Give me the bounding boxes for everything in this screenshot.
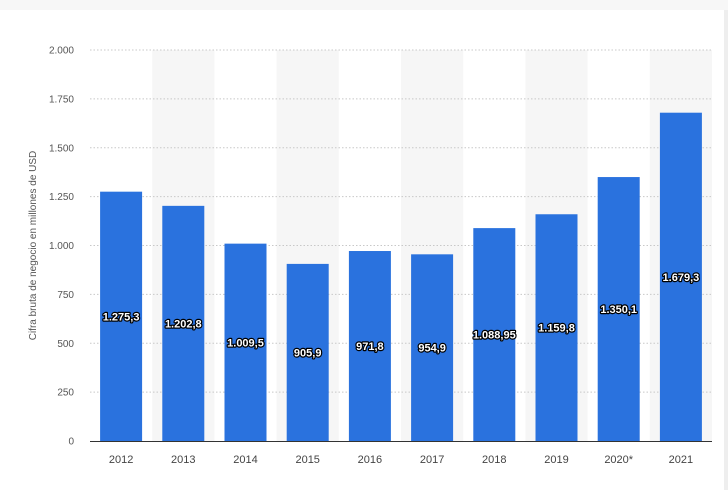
- x-tick-label: 2016: [358, 454, 382, 466]
- data-label: 1.350,1: [600, 304, 637, 316]
- x-tick-label: 2013: [171, 454, 195, 466]
- top-bar: [0, 0, 728, 10]
- y-axis-title: Cifra bruta de negocio en millones de US…: [28, 151, 39, 341]
- right-edge-strip: [724, 10, 728, 490]
- bar[interactable]: [473, 228, 516, 441]
- x-tick-label: 2020*: [604, 454, 633, 466]
- data-label: 971,8: [356, 341, 384, 353]
- y-tick-label: 1.000: [49, 241, 74, 252]
- x-tick-label: 2017: [420, 454, 444, 466]
- x-tick-label: 2021: [669, 454, 693, 466]
- data-label: 1.159,8: [538, 323, 575, 335]
- bar[interactable]: [286, 263, 329, 441]
- data-label: 1.009,5: [227, 337, 264, 349]
- data-label: 1.202,8: [165, 318, 202, 330]
- bar[interactable]: [162, 205, 205, 441]
- x-tick-label: 2014: [233, 454, 257, 466]
- data-label: 954,9: [418, 343, 446, 355]
- y-tick-label: 1.500: [49, 143, 74, 154]
- y-tick-label: 1.750: [49, 94, 74, 105]
- bar[interactable]: [535, 214, 578, 441]
- y-tick-label: 500: [57, 339, 74, 350]
- y-tick-label: 0: [68, 437, 74, 448]
- bar[interactable]: [224, 243, 267, 441]
- data-label: 1.275,3: [103, 311, 140, 323]
- bar[interactable]: [659, 112, 702, 442]
- bar[interactable]: [411, 254, 454, 441]
- y-tick-label: 1.250: [49, 192, 74, 203]
- bar[interactable]: [597, 177, 640, 441]
- x-tick-label: 2012: [109, 454, 133, 466]
- x-tick-label: 2018: [482, 454, 506, 466]
- x-axis-ticks: 2012 2013 2014 2015 2016 2017 2018 2019 2020* 202…: [109, 454, 693, 466]
- x-tick-label: 2019: [544, 454, 568, 466]
- data-labels: 1.275,3 1.202,8 1.009,5 905,9 971,8 954,9 1.08…: [102, 271, 701, 361]
- y-tick-label: 750: [57, 290, 74, 301]
- y-axis-ticks: 0 250 500 750 1.000 1.250 1.500 1.750 2.000: [49, 46, 74, 448]
- bars: [100, 112, 702, 442]
- x-tick-label: 2015: [295, 454, 319, 466]
- bar[interactable]: [100, 191, 143, 441]
- bar[interactable]: [348, 251, 391, 441]
- data-label: 905,9: [294, 347, 322, 359]
- data-label: 1.088,95: [473, 330, 516, 342]
- y-tick-label: 2.000: [49, 46, 74, 57]
- data-label: 1.679,3: [663, 272, 700, 284]
- y-tick-label: 250: [57, 388, 74, 399]
